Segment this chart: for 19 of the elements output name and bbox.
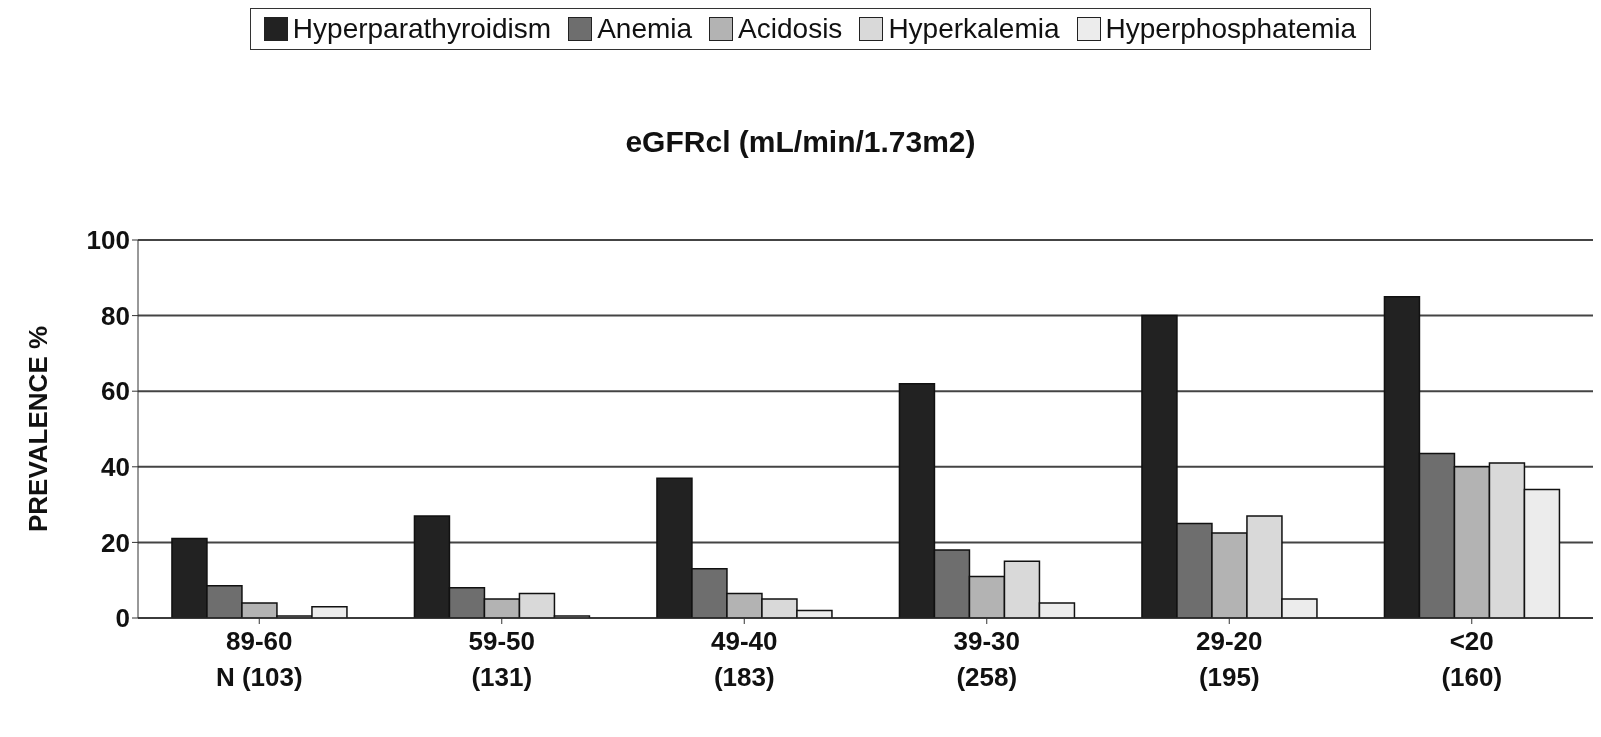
x-tick-label: 89-60 N (103) — [215, 626, 303, 692]
legend-label: Hyperparathyroidism — [291, 13, 552, 45]
y-axis-title: PREVALENCE % — [23, 325, 54, 533]
legend-label: Hyperphosphatemia — [1104, 13, 1357, 45]
legend-label: Anemia — [596, 13, 693, 45]
x-tick-label: <20 (160) — [1441, 626, 1503, 692]
y-tick-label: 20 — [101, 527, 130, 558]
x-tick-label: 49-40 (183) — [711, 626, 778, 692]
chart-title: eGFRcl (mL/min/1.73m2) — [624, 125, 977, 159]
x-tick-label: 59-50 (131) — [468, 626, 535, 692]
y-tick-label: 40 — [101, 452, 130, 483]
y-tick-label: 80 — [101, 300, 130, 331]
x-tick-label: 29-20 (195) — [1196, 626, 1263, 692]
y-tick-label: 100 — [86, 225, 130, 256]
legend-label: Hyperkalemia — [887, 13, 1060, 45]
legend-label: Acidosis — [737, 13, 843, 45]
x-tick-label: 39-30 (258) — [953, 626, 1020, 692]
y-tick-label: 0 — [115, 603, 130, 634]
y-tick-label: 60 — [101, 376, 130, 407]
